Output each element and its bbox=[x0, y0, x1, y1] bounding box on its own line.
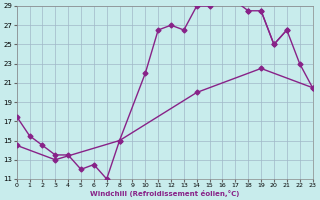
X-axis label: Windchill (Refroidissement éolien,°C): Windchill (Refroidissement éolien,°C) bbox=[90, 190, 239, 197]
